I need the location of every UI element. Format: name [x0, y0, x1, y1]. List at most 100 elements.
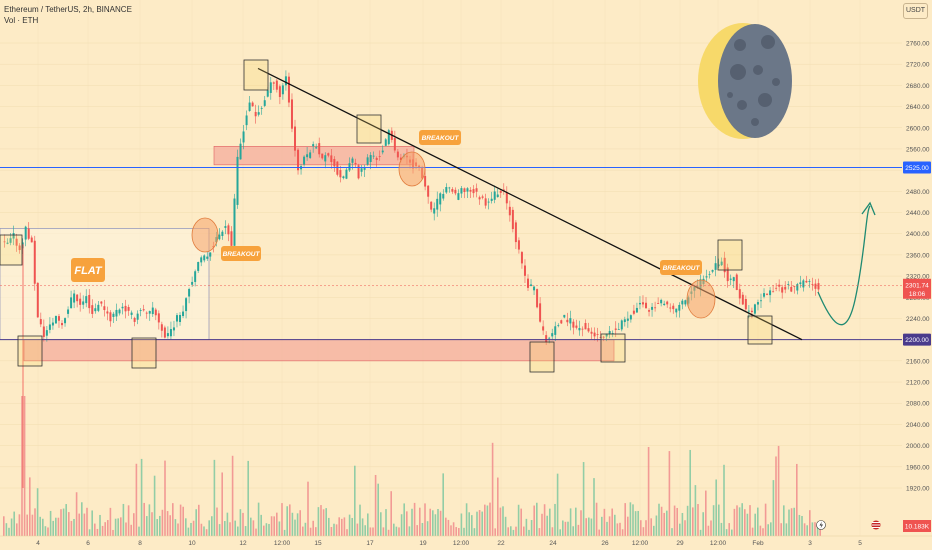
volume-bar — [166, 511, 169, 536]
pivot-box — [356, 114, 382, 144]
volume-bar — [486, 505, 489, 536]
candle-body — [64, 318, 67, 324]
candle-body — [641, 302, 644, 305]
volume-bar — [322, 509, 325, 536]
volume-bar — [263, 525, 265, 536]
candle-body — [160, 324, 163, 331]
volume-bar — [91, 510, 93, 536]
volume-bar — [718, 504, 720, 536]
volume-bar — [533, 505, 535, 536]
x-tick-label: 10 — [188, 540, 196, 547]
volume-bar — [96, 528, 99, 536]
volume-bar — [634, 511, 637, 536]
volume-bar — [408, 526, 411, 536]
candle-body — [372, 155, 375, 157]
volume-bar — [660, 506, 663, 536]
volume-bar — [330, 527, 333, 536]
candle-body — [454, 189, 457, 194]
volume-bar — [554, 503, 556, 536]
volume-bar — [749, 505, 751, 536]
volume-bar — [499, 507, 502, 536]
candle-body — [735, 274, 738, 290]
volume-bar — [676, 507, 678, 536]
volume-bar — [226, 512, 229, 536]
candle-body — [554, 326, 557, 335]
candle-body — [224, 226, 227, 228]
candle-body — [744, 299, 747, 310]
volume-bar — [471, 515, 473, 536]
volume-bar — [205, 529, 208, 536]
volume-bar — [481, 511, 483, 536]
candle-body — [154, 309, 157, 316]
candle-body — [163, 327, 166, 338]
candle-body — [9, 238, 12, 243]
candle-body — [297, 149, 300, 171]
candle-body — [490, 198, 493, 201]
candle-body — [254, 111, 257, 117]
volume-bar — [502, 506, 504, 536]
candle-body — [33, 240, 36, 284]
candle-body — [645, 302, 648, 309]
volume-bar — [70, 520, 73, 536]
volume-bar — [174, 519, 177, 536]
volume-bar — [546, 515, 548, 536]
volume-bar — [520, 508, 522, 536]
volume-bar — [78, 513, 80, 536]
currency-button[interactable]: USDT — [903, 3, 928, 19]
volume-bar — [603, 508, 606, 536]
volume-bar — [242, 512, 244, 536]
candle-body — [112, 313, 115, 317]
candle-body — [333, 158, 336, 167]
volume-bar — [60, 509, 62, 536]
volume-bar — [512, 529, 515, 536]
candle-body — [375, 157, 378, 160]
candle-body — [79, 298, 82, 305]
volume-bar — [590, 518, 593, 536]
volume-bar — [299, 510, 301, 536]
volume-bar — [143, 502, 145, 536]
volume-bar — [307, 481, 309, 536]
volume-bar — [309, 527, 312, 536]
candle-body — [284, 76, 287, 86]
candle-body — [478, 197, 481, 200]
volume-bar — [736, 505, 738, 536]
x-tick-label: 22 — [497, 540, 505, 547]
candle-body — [530, 284, 533, 286]
candle-body — [808, 281, 811, 282]
breakout-label-bg — [660, 260, 702, 275]
volume-bar — [627, 516, 629, 536]
volume-bar — [715, 479, 717, 536]
volume-bar — [265, 523, 268, 536]
candle-body — [723, 257, 726, 273]
volume-bar — [473, 528, 476, 536]
y-tick-label: 1920.00 — [906, 486, 930, 493]
candle-body — [103, 306, 106, 311]
volume-bar — [81, 502, 83, 536]
volume-bar — [528, 529, 530, 536]
flag-icon-stripe — [872, 527, 880, 528]
candle-body — [708, 273, 711, 275]
x-tick-label: 29 — [676, 540, 684, 547]
volume-bar — [746, 513, 749, 536]
volume-bar — [192, 520, 195, 536]
volume-bar — [421, 523, 424, 536]
candle-body — [732, 277, 735, 282]
candle-body — [738, 289, 741, 299]
volume-bar — [109, 507, 112, 536]
x-tick-label: 3 — [808, 540, 812, 547]
volume-tag: 10.183K — [905, 524, 930, 531]
volume-bar — [268, 523, 270, 536]
volume-bar — [286, 506, 288, 536]
volume-bar — [575, 507, 577, 536]
candle-body — [584, 323, 587, 330]
volume-bar — [460, 513, 463, 536]
candle-body — [260, 107, 263, 109]
volume-bar — [434, 514, 437, 536]
candle-body — [502, 189, 505, 191]
support-zone — [23, 339, 615, 362]
countdown-tag: 18:06 — [909, 291, 926, 298]
candle-body — [629, 315, 632, 320]
candle-body — [781, 287, 784, 293]
candle-body — [747, 310, 750, 312]
